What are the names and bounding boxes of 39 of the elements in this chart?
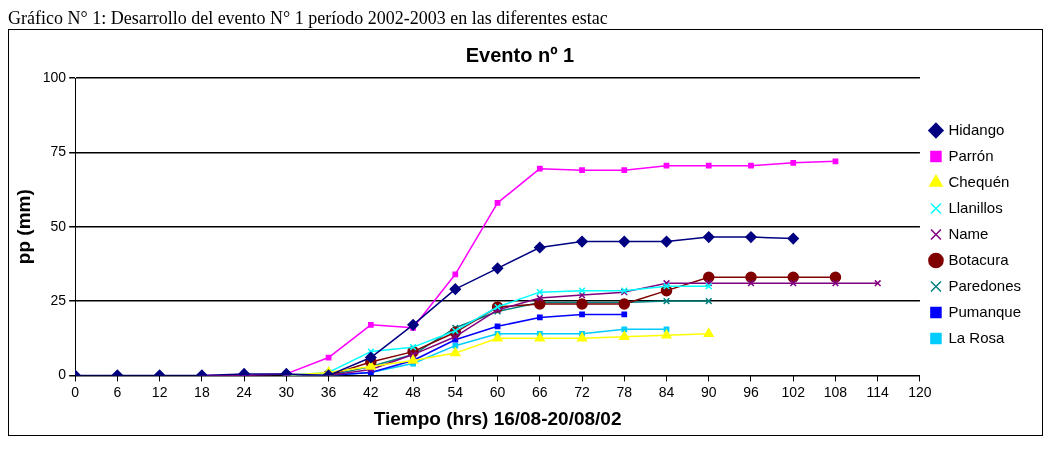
- legend-label: Llanillos: [948, 198, 1003, 216]
- y-tick-label: 100: [42, 68, 67, 85]
- x-tick-label: 6: [113, 383, 122, 400]
- x-tick-label: 108: [823, 383, 848, 400]
- x-tick-label: 114: [866, 383, 890, 400]
- x-tick-label: 42: [363, 383, 379, 400]
- y-tick-label: 75: [50, 143, 67, 160]
- x-tick-label: 54: [447, 383, 464, 400]
- x-tick-label: 18: [194, 383, 210, 400]
- y-tick-label: 25: [50, 291, 67, 308]
- x-tick-label: 24: [236, 383, 253, 400]
- legend-label: Chequén: [948, 172, 1010, 190]
- x-tick-label: 36: [320, 383, 337, 400]
- x-tick-label: 120: [908, 383, 932, 400]
- legend-label: Name: [948, 224, 989, 242]
- legend-label: Pumanque: [948, 302, 1022, 320]
- text: Gráfico N° 1: Desarrollo del evento N° 1 período 2002-2003 en las diferentes estac: [8, 8, 609, 29]
- x-axis-title: Tiempo (hrs) 16/08-20/08/02: [373, 407, 622, 429]
- legend-label: Paredones: [948, 276, 1022, 294]
- legend-label: Botacura: [948, 250, 1010, 268]
- chart-title: Evento nº 1: [465, 43, 575, 66]
- y-tick-label: 50: [50, 217, 67, 234]
- x-tick-label: 12: [151, 383, 168, 400]
- x-tick-label: 48: [405, 383, 422, 400]
- x-tick-label: 0: [71, 383, 80, 400]
- x-tick-label: 84: [658, 383, 675, 400]
- x-tick-label: 72: [574, 383, 591, 400]
- legend-label: Hidango: [948, 120, 1005, 138]
- x-tick-label: 78: [616, 383, 633, 400]
- x-tick-label: 96: [743, 383, 759, 400]
- x-tick-label: 66: [532, 383, 548, 400]
- y-tick-label: 0: [58, 366, 67, 383]
- legend-label: Parrón: [948, 146, 994, 164]
- x-tick-label: 30: [278, 383, 295, 400]
- legend-label: La Rosa: [948, 328, 1005, 346]
- x-tick-label: 102: [781, 383, 806, 400]
- y-axis-title: pp (mm): [12, 189, 34, 265]
- x-tick-label: 60: [489, 383, 506, 400]
- x-tick-label: 90: [700, 383, 717, 400]
